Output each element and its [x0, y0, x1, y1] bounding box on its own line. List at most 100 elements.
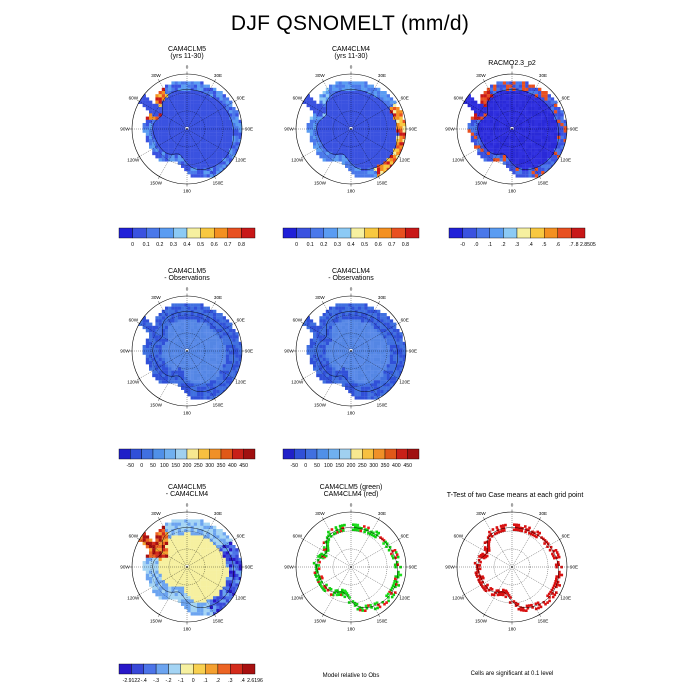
grid-cell: [168, 91, 172, 95]
grid-cell: [332, 377, 336, 381]
lon-label: 180: [347, 189, 355, 194]
grid-cell: [338, 380, 342, 384]
grid-cell: [213, 100, 217, 104]
grid-cell: [152, 573, 156, 578]
grid-cell: [232, 567, 236, 571]
grid-cell: [184, 123, 188, 127]
grid-cell: [477, 139, 481, 143]
grid-cell: [341, 591, 345, 594]
grid-cell: [149, 329, 153, 333]
grid-cell: [357, 341, 362, 346]
grid-cell: [370, 313, 374, 317]
grid-cell: [322, 100, 326, 104]
grid-cell: [197, 329, 201, 333]
grid-cell: [216, 561, 220, 565]
grid-cell: [190, 383, 194, 387]
colorbar-box: [232, 448, 244, 460]
grid-cell: [219, 119, 223, 124]
grid-cell: [322, 103, 326, 108]
grid-cell: [396, 361, 400, 365]
grid-cell: [213, 319, 217, 323]
grid-cell: [322, 123, 326, 127]
grid-cell: [373, 139, 378, 143]
grid-cell: [213, 589, 217, 594]
grid-cell: [354, 357, 358, 362]
grid-cell: [171, 377, 175, 381]
grid-cell: [522, 139, 526, 143]
lon-label: 90E: [409, 349, 417, 354]
grid-cell: [493, 126, 497, 130]
grid-cell: [174, 545, 178, 549]
grid-cell: [317, 564, 321, 567]
grid-cell: [158, 316, 162, 320]
grid-cell: [325, 155, 330, 159]
grid-cell: [506, 135, 510, 140]
grid-cell: [386, 123, 390, 127]
grid-cell: [193, 332, 198, 336]
grid-cell: [341, 348, 346, 352]
grid-cell: [229, 567, 233, 571]
grid-cell: [343, 595, 347, 599]
grid-cell: [149, 538, 153, 542]
grid-cell: [181, 81, 185, 85]
graticule: [132, 74, 242, 184]
grid-cell: [380, 373, 384, 378]
grid-cell: [155, 123, 159, 127]
grid-cell: [367, 151, 371, 156]
grid-cell: [357, 319, 362, 323]
grid-cell: [184, 142, 188, 146]
grid-cell: [197, 373, 201, 378]
grid-cell: [338, 309, 342, 314]
grid-cell: [380, 329, 384, 333]
grid-cell: [213, 119, 217, 124]
grid-cell: [190, 332, 194, 336]
grid-cell: [161, 316, 166, 320]
grid-cell: [351, 357, 355, 362]
grid-cell: [373, 155, 378, 159]
grid-cell: [149, 361, 153, 365]
panel-cam4clm5-minus-obs: CAM4CLM5 - Observations 0 30E 60E 90E 120E 15…: [120, 268, 253, 423]
grid-cell: [161, 97, 166, 101]
grid-cell: [522, 132, 526, 136]
grid-cell: [313, 142, 317, 146]
grid-cell: [329, 370, 333, 374]
grid-cell: [354, 145, 358, 149]
grid-cell: [315, 564, 318, 567]
grid-cell: [181, 158, 185, 162]
grid-cell: [209, 142, 214, 146]
grid-cell: [386, 103, 390, 108]
lon-tick: [137, 100, 140, 102]
grid-cell: [158, 541, 162, 546]
grid-cell: [364, 322, 368, 326]
grid-cell: [490, 116, 494, 120]
grid-cell: [177, 351, 182, 355]
grid-cell: [216, 145, 220, 149]
grid-cell: [319, 155, 323, 159]
grid-cell: [187, 81, 191, 85]
lon-label: 120W: [291, 158, 304, 163]
grid-cell: [345, 87, 349, 92]
grid-cell: [354, 107, 358, 111]
grid-cell: [174, 589, 178, 594]
grid-cell: [232, 123, 236, 127]
grid-cell: [165, 525, 169, 530]
grid-cell: [165, 596, 169, 600]
lon-tick: [301, 100, 304, 102]
grid-cell: [197, 123, 201, 127]
grid-cell: [181, 538, 185, 542]
grid-cell: [332, 325, 336, 330]
grid-cell: [364, 604, 368, 608]
colorbar-box: [489, 227, 504, 239]
grid-cell: [547, 97, 551, 101]
grid-cell: [149, 142, 153, 146]
grid-cell: [161, 367, 166, 371]
grid-cell: [219, 335, 223, 339]
grid-cell: [219, 145, 223, 149]
grid-cell: [187, 341, 191, 346]
grid-cell: [393, 357, 397, 362]
grid-cell: [474, 126, 478, 130]
grid-cell: [390, 586, 394, 590]
grid-cell: [200, 135, 204, 140]
grid-cell: [158, 561, 162, 565]
grid-cell: [506, 148, 510, 152]
